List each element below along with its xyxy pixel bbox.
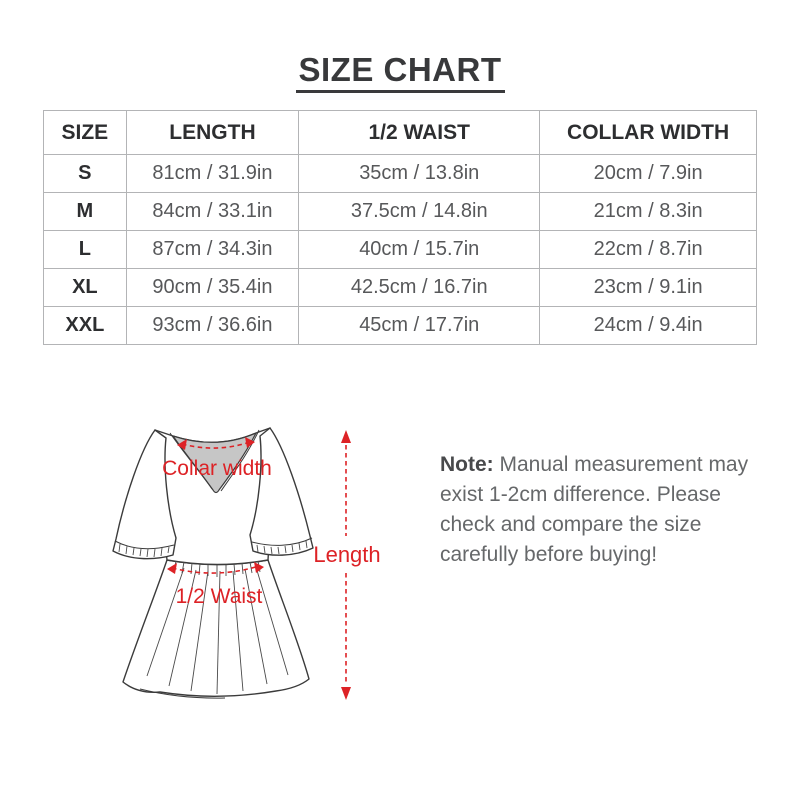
column-header-collar-width: COLLAR WIDTH [539, 110, 757, 155]
cell-collar-width: 23cm / 9.1in [539, 268, 757, 307]
cell-collar-width: 22cm / 8.7in [539, 230, 757, 269]
length-arrow-up-icon [341, 430, 351, 443]
page-title: SIZE CHART [295, 51, 505, 93]
size-chart-table: SIZE LENGTH 1/2 WAIST COLLAR WIDTH S 81c… [43, 110, 757, 345]
dress-right-sleeve [249, 427, 314, 556]
dress-skirt [122, 559, 310, 699]
dress-left-sleeve [112, 429, 177, 560]
cell-size: XXL [43, 306, 127, 345]
dress-bodice [154, 427, 273, 566]
cell-length: 84cm / 33.1in [125, 192, 300, 231]
waist-arrow-left-icon [167, 563, 177, 574]
cell-size: L [43, 230, 127, 269]
cell-half-waist: 42.5cm / 16.7in [298, 268, 541, 307]
table-header-row: SIZE LENGTH 1/2 WAIST COLLAR WIDTH [43, 110, 757, 155]
table-row-xxl: XXL 93cm / 36.6in 45cm / 17.7in 24cm / 9… [43, 306, 757, 345]
table-row-s: S 81cm / 31.9in 35cm / 13.8in 20cm / 7.9… [43, 154, 757, 193]
table-row-m: M 84cm / 33.1in 37.5cm / 14.8in 21cm / 8… [43, 192, 757, 231]
note-line-4: carefully before buying! [440, 543, 658, 566]
half-waist-label: 1/2 Waist [176, 585, 263, 608]
column-header-size: SIZE [43, 110, 127, 155]
cell-size: S [43, 154, 127, 193]
note-label: Note: [440, 453, 494, 476]
column-header-half-waist: 1/2 WAIST [298, 110, 541, 155]
note-line-3: check and compare the size [440, 513, 702, 536]
cell-length: 90cm / 35.4in [125, 268, 300, 307]
note-line-1: Note: Manual measurement may [440, 450, 760, 480]
collar-width-label: Collar width [162, 457, 272, 480]
cell-length: 87cm / 34.3in [125, 230, 300, 269]
cell-collar-width: 24cm / 9.4in [539, 306, 757, 345]
table-row-xl: XL 90cm / 35.4in 42.5cm / 16.7in 23cm / … [43, 268, 757, 307]
waist-arrow-right-icon [254, 562, 264, 573]
title-container: SIZE CHART [0, 51, 800, 93]
length-arrow-down-icon [341, 687, 351, 700]
cell-half-waist: 40cm / 15.7in [298, 230, 541, 269]
cell-length: 81cm / 31.9in [125, 154, 300, 193]
half-waist-arrow: 1/2 Waist [167, 562, 264, 608]
table-row-l: L 87cm / 34.3in 40cm / 15.7in 22cm / 8.7… [43, 230, 757, 269]
cell-length: 93cm / 36.6in [125, 306, 300, 345]
cell-half-waist: 35cm / 13.8in [298, 154, 541, 193]
length-label: Length [313, 542, 380, 567]
dress-measurement-diagram: Collar width 1/2 Waist Length [112, 427, 381, 700]
cell-size: M [43, 192, 127, 231]
note-line-1-text: Manual measurement may [493, 453, 749, 476]
note-text: Note: Manual measurement may exist 1-2cm… [440, 450, 760, 570]
cell-size: XL [43, 268, 127, 307]
collar-width-arrow: Collar width [162, 437, 272, 480]
cell-collar-width: 21cm / 8.3in [539, 192, 757, 231]
cell-collar-width: 20cm / 7.9in [539, 154, 757, 193]
length-arrow: Length [313, 430, 381, 700]
collar-arrow-left-icon [177, 439, 187, 450]
note-line-2: exist 1-2cm difference. Please [440, 483, 721, 506]
cell-half-waist: 45cm / 17.7in [298, 306, 541, 345]
collar-arrow-right-icon [245, 437, 255, 448]
cell-half-waist: 37.5cm / 14.8in [298, 192, 541, 231]
column-header-length: LENGTH [125, 110, 300, 155]
